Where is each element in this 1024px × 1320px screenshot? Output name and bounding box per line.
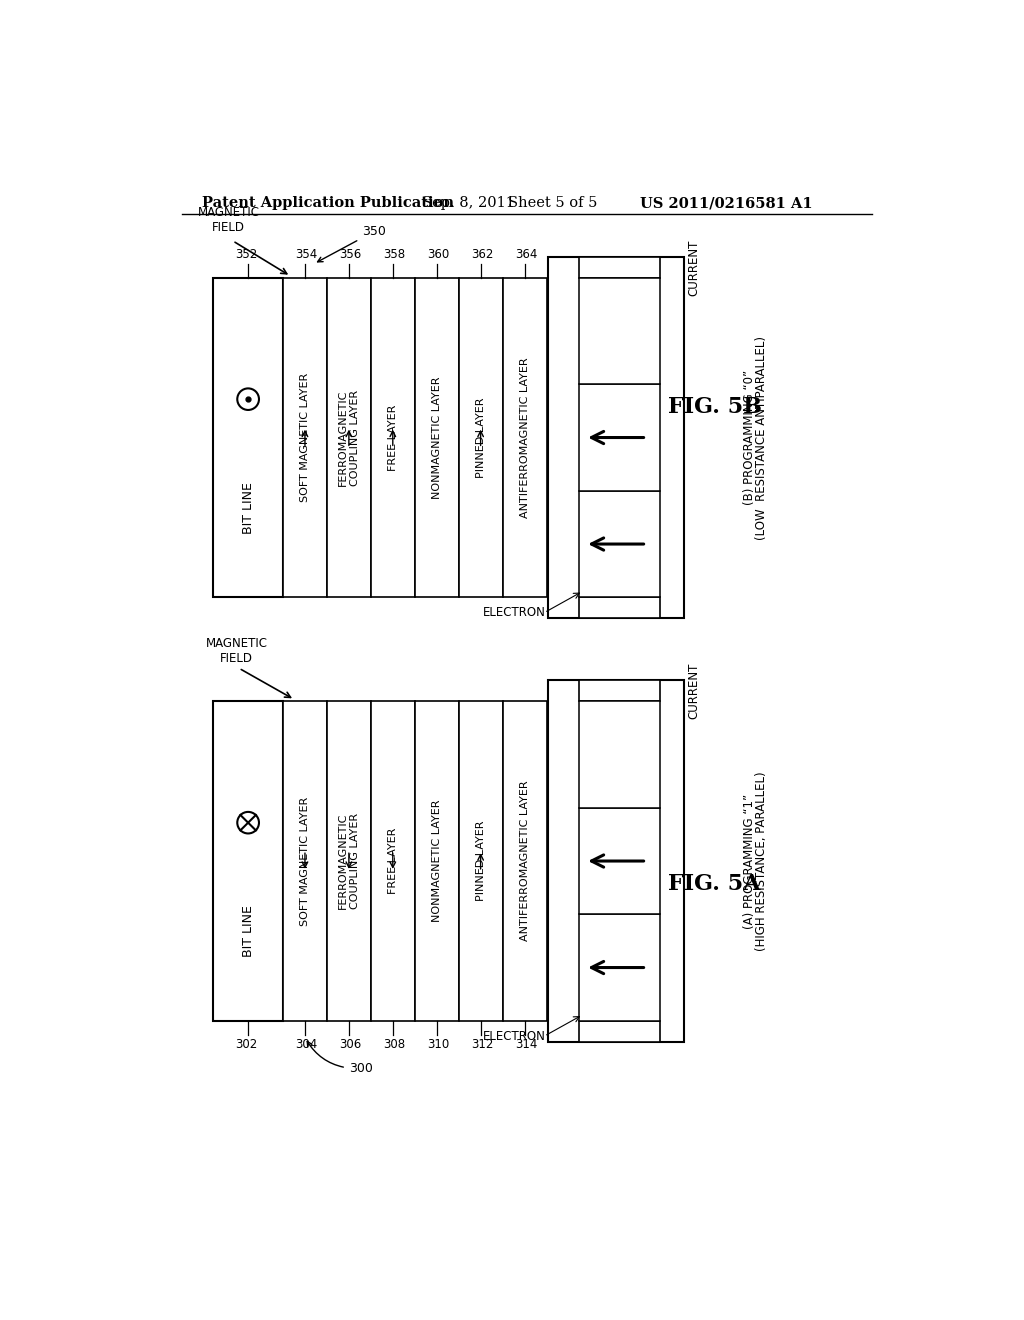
Bar (283, 277, 327, 598)
Text: Sheet 5 of 5: Sheet 5 of 5 (508, 197, 597, 210)
Text: FIG. 5A: FIG. 5A (669, 873, 761, 895)
Text: MAGNETIC
FIELD: MAGNETIC FIELD (206, 638, 267, 665)
Text: (A) PROGRAMMING “1”: (A) PROGRAMMING “1” (743, 793, 756, 928)
Bar (579, 257, 660, 277)
Text: ELECTRON: ELECTRON (483, 606, 546, 619)
Bar (579, 701, 660, 808)
Text: FIG. 5B: FIG. 5B (668, 396, 762, 417)
Bar (415, 701, 459, 1020)
Bar (579, 1020, 660, 1041)
Bar (548, 681, 684, 1041)
Text: (LOW  RESISTANCE ANTIPARALLEL): (LOW RESISTANCE ANTIPARALLEL) (755, 335, 768, 540)
Text: 308: 308 (383, 1038, 406, 1051)
Bar (579, 277, 660, 384)
Bar (459, 701, 503, 1020)
Bar (579, 598, 660, 618)
Text: 358: 358 (383, 248, 406, 261)
Text: FREE LAYER: FREE LAYER (388, 828, 397, 894)
Text: FERROMAGNETIC
COUPLING LAYER: FERROMAGNETIC COUPLING LAYER (338, 389, 359, 486)
Text: FERROMAGNETIC
COUPLING LAYER: FERROMAGNETIC COUPLING LAYER (338, 813, 359, 909)
Bar (459, 277, 503, 598)
Bar (579, 915, 660, 1020)
Text: PINNED LAYER: PINNED LAYER (475, 397, 485, 478)
Bar (548, 257, 684, 618)
Bar (283, 701, 327, 1020)
Bar (503, 701, 547, 1020)
Text: 354: 354 (295, 248, 317, 261)
Text: 356: 356 (339, 248, 361, 261)
Text: ANTIFERROMAGNETIC LAYER: ANTIFERROMAGNETIC LAYER (519, 780, 529, 941)
Text: ANTIFERROMAGNETIC LAYER: ANTIFERROMAGNETIC LAYER (519, 358, 529, 517)
Bar (213, 701, 283, 1020)
Text: 304: 304 (295, 1038, 317, 1051)
Text: 364: 364 (515, 248, 538, 261)
Text: (B) PROGRAMMING “0”: (B) PROGRAMMING “0” (743, 370, 756, 506)
Text: 352: 352 (234, 248, 257, 261)
Bar (503, 277, 547, 598)
Bar (415, 277, 459, 598)
Text: 300: 300 (307, 1041, 373, 1074)
Text: NONMAGNETIC LAYER: NONMAGNETIC LAYER (432, 800, 441, 923)
Text: 362: 362 (471, 248, 494, 261)
Bar (579, 808, 660, 915)
Text: 306: 306 (339, 1038, 361, 1051)
Bar (579, 384, 660, 491)
Text: BIT LINE: BIT LINE (242, 482, 255, 533)
Bar (213, 277, 283, 598)
Text: FREE LAYER: FREE LAYER (388, 404, 397, 471)
Text: MAGNETIC
FIELD: MAGNETIC FIELD (198, 206, 260, 234)
Text: 350: 350 (317, 224, 386, 261)
Text: PINNED LAYER: PINNED LAYER (475, 821, 485, 902)
Text: 314: 314 (515, 1038, 538, 1051)
Bar (371, 701, 415, 1020)
Text: 312: 312 (471, 1038, 494, 1051)
Bar (579, 681, 660, 701)
Bar (327, 701, 371, 1020)
Text: 310: 310 (427, 1038, 450, 1051)
Bar (327, 277, 371, 598)
Text: Patent Application Publication: Patent Application Publication (202, 197, 454, 210)
Bar (371, 277, 415, 598)
Text: CURRENT: CURRENT (687, 663, 700, 719)
Text: 302: 302 (234, 1038, 257, 1051)
Text: ELECTRON: ELECTRON (483, 1030, 546, 1043)
Text: US 2011/0216581 A1: US 2011/0216581 A1 (640, 197, 812, 210)
Text: 360: 360 (427, 248, 450, 261)
Text: SOFT MAGNETIC LAYER: SOFT MAGNETIC LAYER (300, 374, 310, 502)
Text: NONMAGNETIC LAYER: NONMAGNETIC LAYER (432, 376, 441, 499)
Bar (579, 491, 660, 598)
Text: (HIGH RESISTANCE, PARALLEL): (HIGH RESISTANCE, PARALLEL) (755, 771, 768, 950)
Text: BIT LINE: BIT LINE (242, 906, 255, 957)
Text: CURRENT: CURRENT (687, 239, 700, 296)
Text: SOFT MAGNETIC LAYER: SOFT MAGNETIC LAYER (300, 796, 310, 925)
Text: Sep. 8, 2011: Sep. 8, 2011 (423, 197, 515, 210)
